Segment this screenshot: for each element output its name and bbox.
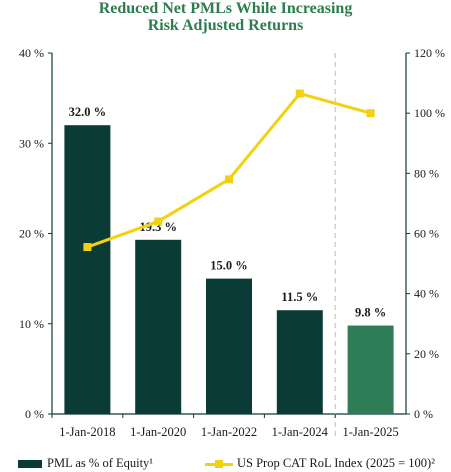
bar-data-label: 15.0 % xyxy=(210,259,248,273)
right-axis-tick-label: 40 % xyxy=(414,287,439,301)
legend-item-rol-index: US Prop CAT RoL Index (2025 = 100)² xyxy=(205,454,435,472)
point-rol-index xyxy=(225,175,233,184)
point-rol-index xyxy=(83,243,92,252)
bar-pml xyxy=(64,125,111,414)
bar-data-label: 11.5 % xyxy=(281,290,318,304)
chart-title-line-2: Risk Adjusted Returns xyxy=(147,17,304,34)
legend-swatch-rol-index xyxy=(205,460,233,469)
point-rol-index xyxy=(295,89,304,98)
left-axis-tick-label: 20 % xyxy=(19,227,44,241)
bar-pml xyxy=(135,239,182,414)
legend-label-pml: PML as % of Equity¹ xyxy=(47,456,154,470)
x-axis-tick-label: 1-Jan-2020 xyxy=(130,425,186,439)
chart-title: Reduced Net PMLs While Increasing Risk A… xyxy=(0,0,451,34)
legend-item-pml: PML as % of Equity¹ xyxy=(18,454,153,472)
x-axis-tick-label: 1-Jan-2024 xyxy=(272,425,329,439)
chart-title-line-1: Reduced Net PMLs While Increasing xyxy=(98,0,353,17)
left-axis-tick-label: 0 % xyxy=(25,407,44,421)
bar-pml xyxy=(276,310,323,414)
chart-legend: PML as % of Equity¹ US Prop CAT RoL Inde… xyxy=(10,454,451,472)
bar-data-label: 9.8 % xyxy=(355,306,386,320)
bar-pml xyxy=(347,325,394,414)
x-axis-tick-label: 1-Jan-2018 xyxy=(59,425,115,439)
right-axis-tick-label: 100 % xyxy=(414,106,445,120)
left-axis-tick-label: 10 % xyxy=(19,317,44,331)
left-axis-tick-label: 40 % xyxy=(19,46,44,60)
right-axis-tick-label: 120 % xyxy=(414,46,445,60)
right-axis-tick-label: 20 % xyxy=(414,347,439,361)
right-axis-tick-label: 0 % xyxy=(414,407,433,421)
x-axis-tick-label: 1-Jan-2022 xyxy=(201,425,257,439)
x-axis-tick-label: 1-Jan-2025 xyxy=(342,425,398,439)
legend-label-rol-index: US Prop CAT RoL Index (2025 = 100)² xyxy=(237,456,435,470)
legend-swatch-pml xyxy=(18,460,42,469)
bar-pml xyxy=(206,278,252,414)
bar-data-label: 32.0 % xyxy=(69,105,107,119)
line-rol-index xyxy=(86,92,371,249)
point-rol-index xyxy=(154,217,163,226)
combo-chart: 0 % 10 % 20 % 30 % 40 % 0 % 20 % 40 % 60 % 80 % 10… xyxy=(19,46,445,440)
left-axis-tick-label: 30 % xyxy=(19,136,44,150)
right-axis-tick-label: 80 % xyxy=(414,166,439,180)
point-rol-index xyxy=(366,109,375,118)
right-axis-tick-label: 60 % xyxy=(414,227,439,241)
